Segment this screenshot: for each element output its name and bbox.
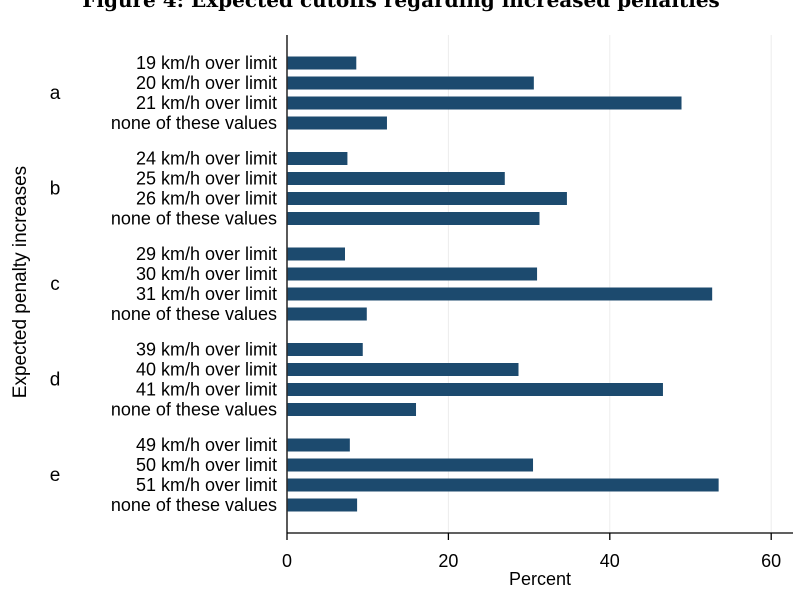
category-label: 40 km/h over limit: [136, 360, 277, 380]
bar-e-4: [287, 498, 358, 512]
y-axis-label: Expected penalty increases: [10, 166, 31, 398]
category-label: 41 km/h over limit: [136, 380, 277, 400]
category-label: none of these values: [111, 209, 277, 229]
bar-c-2: [287, 267, 538, 281]
bar-d-1: [287, 343, 363, 356]
bar-b-2: [287, 172, 505, 185]
x-tick-label: 40: [600, 551, 620, 571]
group-label-b: b: [50, 179, 61, 200]
category-label: none of these values: [111, 400, 277, 420]
category-label: none of these values: [111, 304, 277, 324]
gridlines: [447, 35, 772, 533]
bar-a-1: [287, 56, 357, 70]
x-tick-label: 60: [761, 551, 781, 571]
bar-c-4: [287, 307, 367, 321]
x-tick-labels: 0 20 40 60: [282, 533, 781, 571]
bar-b-4: [287, 212, 540, 225]
bar-b-3: [287, 192, 567, 205]
bar-d-2: [287, 363, 519, 376]
category-label: 21 km/h over limit: [136, 93, 277, 113]
bar-e-2: [287, 458, 534, 472]
group-label-d: d: [50, 370, 61, 391]
category-label: 50 km/h over limit: [136, 455, 277, 475]
chart-title: Figure 4: Expected cutoffs regarding inc…: [82, 0, 720, 12]
bars: [287, 56, 719, 512]
group-label-e: e: [50, 465, 61, 486]
category-label: none of these values: [111, 113, 277, 133]
bar-e-3: [287, 478, 719, 492]
x-tick-label: 20: [438, 551, 458, 571]
category-label: 26 km/h over limit: [136, 189, 277, 209]
category-label: 29 km/h over limit: [136, 244, 277, 264]
x-axis-label: Percent: [509, 569, 571, 589]
bar-b-1: [287, 152, 348, 165]
category-label: 39 km/h over limit: [136, 340, 277, 360]
group-label-c: c: [50, 274, 60, 295]
category-label: 30 km/h over limit: [136, 264, 277, 284]
category-label: 51 km/h over limit: [136, 475, 277, 495]
bar-d-4: [287, 403, 417, 416]
category-label: 49 km/h over limit: [136, 435, 277, 455]
category-label: 19 km/h over limit: [136, 53, 277, 73]
x-tick-label: 0: [282, 551, 292, 571]
category-label: none of these values: [111, 495, 277, 515]
axes: [286, 35, 793, 534]
bar-e-1: [287, 438, 350, 452]
bar-a-2: [287, 76, 534, 90]
category-label: 20 km/h over limit: [136, 73, 277, 93]
group-label-a: a: [50, 83, 61, 104]
bar-a-4: [287, 116, 387, 130]
bar-d-3: [287, 383, 663, 396]
category-label: 24 km/h over limit: [136, 149, 277, 169]
bar-a-3: [287, 96, 682, 110]
bar-c-1: [287, 247, 345, 261]
group-labels: a b c d e: [50, 83, 61, 486]
category-label: 25 km/h over limit: [136, 169, 277, 189]
category-label: 31 km/h over limit: [136, 284, 277, 304]
bar-c-3: [287, 287, 713, 301]
